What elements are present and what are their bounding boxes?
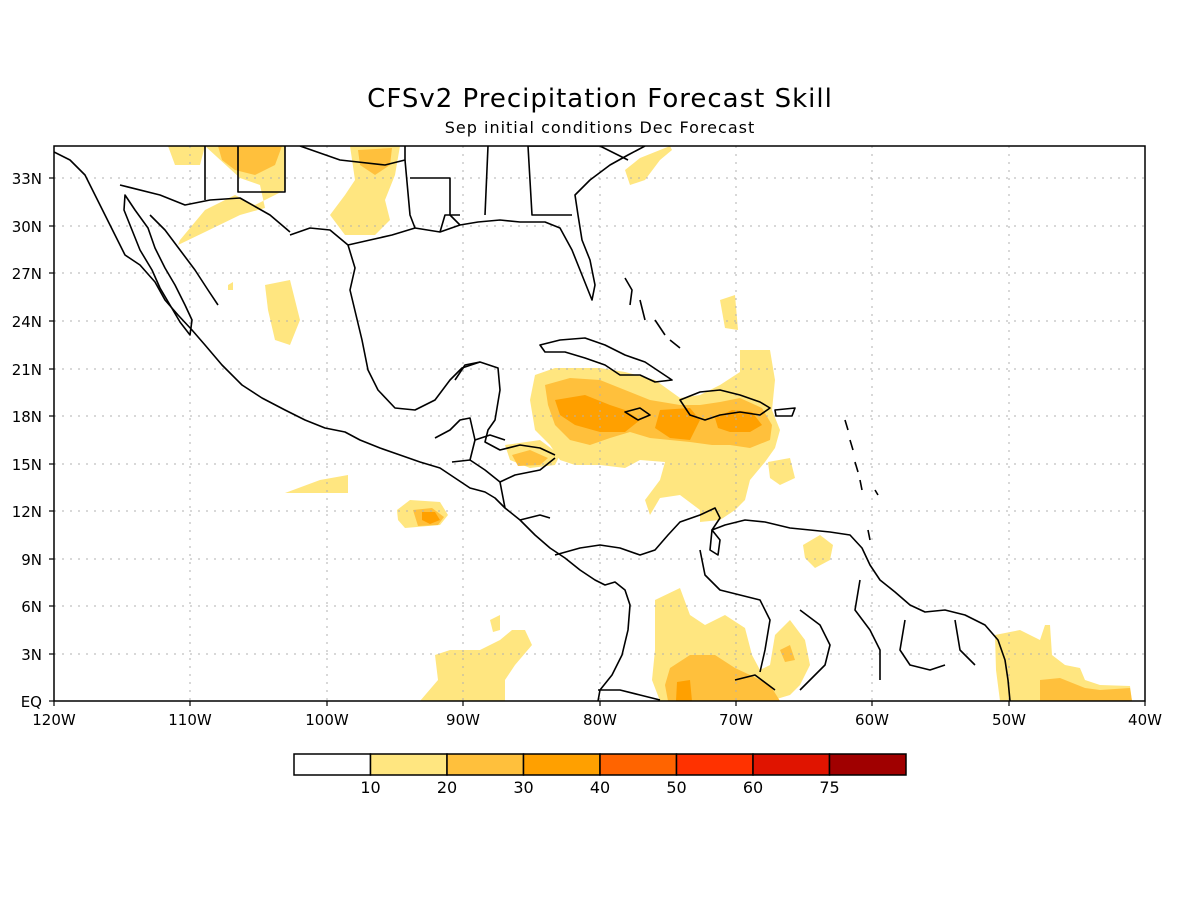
lon-label: 40W — [1128, 711, 1162, 729]
colorbar-swatch — [599, 753, 678, 776]
lat-label: 9N — [21, 551, 42, 569]
colorbar-swatch — [293, 753, 372, 776]
lat-label: 6N — [21, 598, 42, 616]
gridlines — [54, 146, 1145, 701]
colorbar-swatch — [369, 753, 448, 776]
lon-label: 60W — [855, 711, 889, 729]
lat-label: 33N — [12, 170, 42, 188]
lat-label: 12N — [12, 503, 42, 521]
lon-label: 70W — [719, 711, 753, 729]
lon-label: 50W — [992, 711, 1026, 729]
colorbar-label: 75 — [819, 778, 839, 797]
colorbar-label: 40 — [590, 778, 610, 797]
colorbar-swatch — [675, 753, 754, 776]
colorbar-swatch — [446, 753, 525, 776]
colorbar-label: 20 — [437, 778, 457, 797]
lat-label: 18N — [12, 408, 42, 426]
lon-label: 90W — [446, 711, 480, 729]
lat-label: 3N — [21, 646, 42, 664]
lon-label: 110W — [168, 711, 212, 729]
lat-label: 24N — [12, 313, 42, 331]
lat-label: 30N — [12, 218, 42, 236]
lon-label: 100W — [305, 711, 349, 729]
colorbar-label: 50 — [666, 778, 686, 797]
colorbar-label: 60 — [743, 778, 763, 797]
colorbar-label: 10 — [360, 778, 380, 797]
map-title: CFSv2 Precipitation Forecast Skill — [367, 84, 833, 114]
colorbar-swatch — [522, 753, 601, 776]
lon-label: 120W — [32, 711, 76, 729]
coastlines — [54, 146, 1011, 701]
colorbar-label: 30 — [513, 778, 533, 797]
colorbar: 10 20 30 40 50 60 75 — [293, 753, 907, 797]
lat-label: EQ — [21, 693, 42, 711]
map-subtitle: Sep initial conditions Dec Forecast — [444, 118, 756, 137]
lat-axis: 33N 30N 27N 24N 21N 18N 15N 12N 9N 6N 3N… — [12, 170, 42, 711]
lat-label: 15N — [12, 456, 42, 474]
colorbar-swatch — [752, 753, 831, 776]
lon-axis: 120W 110W 100W 90W 80W 70W 60W 50W 40W — [32, 711, 1162, 729]
lat-label: 21N — [12, 361, 42, 379]
lon-label: 80W — [583, 711, 617, 729]
skill-shading — [168, 146, 1132, 701]
colorbar-swatch — [828, 753, 907, 776]
lat-label: 27N — [12, 265, 42, 283]
